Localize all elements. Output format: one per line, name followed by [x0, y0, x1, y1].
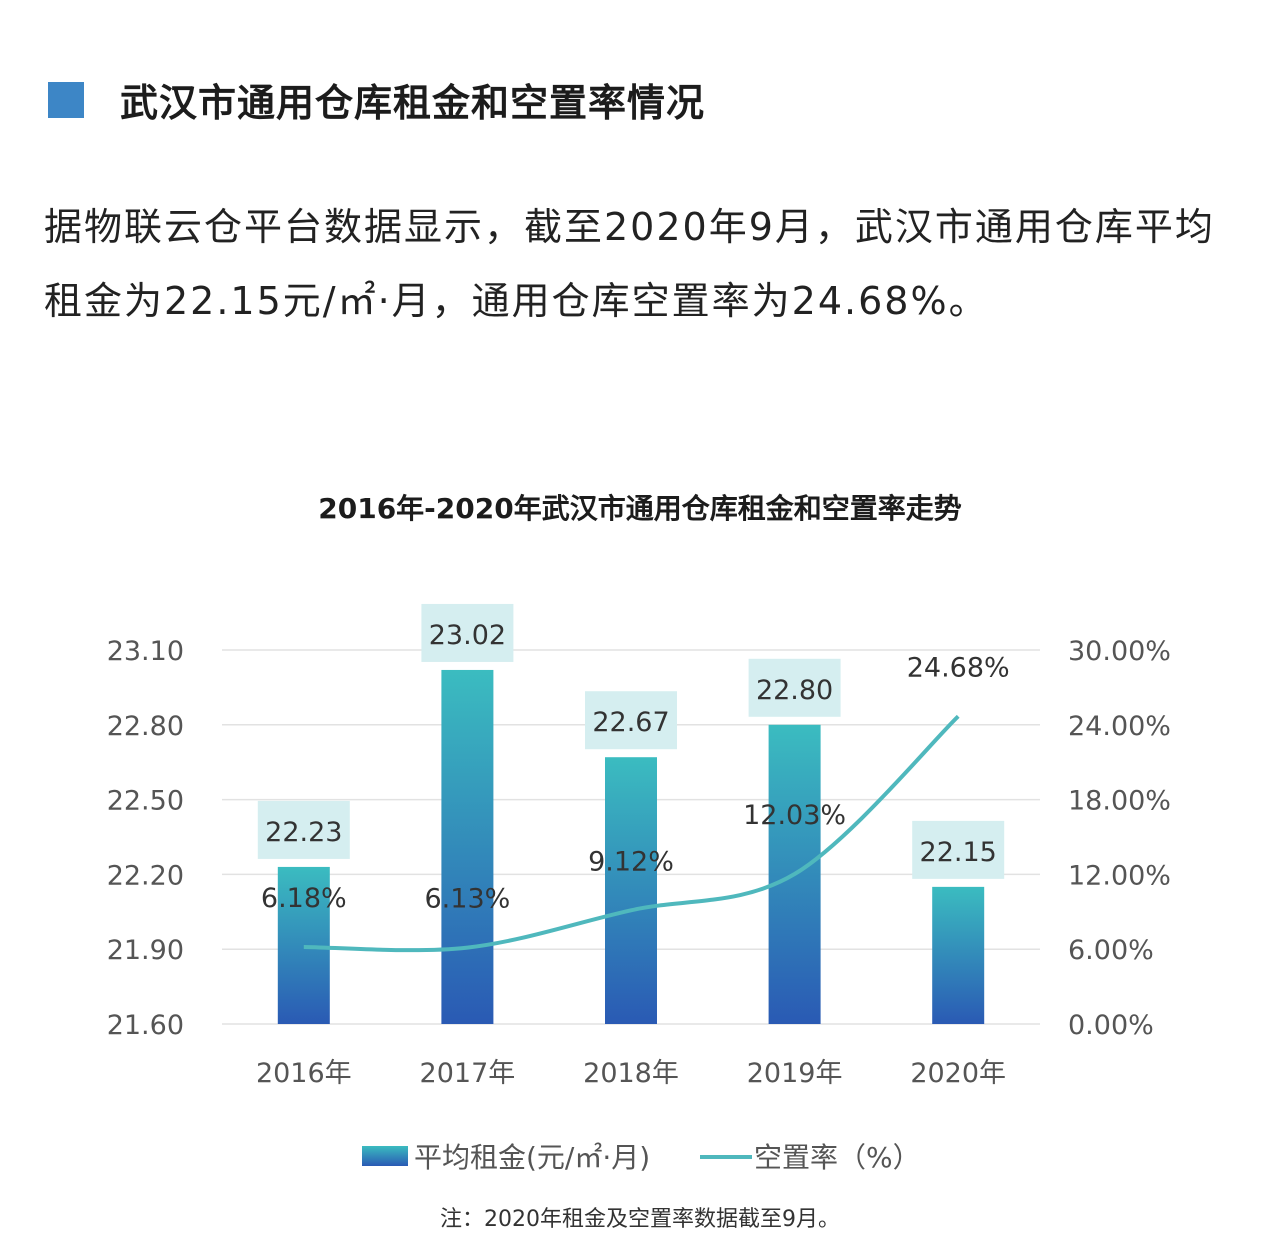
bar-value-label: 22.80: [756, 675, 833, 706]
bar-labels: 22.23 23.02 22.67 22.80 22.15: [257, 603, 1005, 879]
bar-value-label: 23.02: [429, 620, 506, 651]
left-tick-label: 22.20: [107, 860, 184, 891]
x-tick-label: 2017年: [420, 1058, 516, 1089]
left-tick-label: 23.10: [107, 636, 184, 667]
line-value-label: 24.68%: [907, 652, 1010, 683]
bar-value-label: 22.23: [265, 817, 342, 848]
right-tick-label: 6.00%: [1068, 935, 1154, 966]
x-tick-label: 2018年: [583, 1058, 679, 1089]
x-tick-label: 2020年: [910, 1058, 1006, 1089]
legend-bar-label: 平均租金(元/㎡·月): [414, 1141, 650, 1174]
section-header: 武汉市通用仓库租金和空置率情况: [48, 72, 705, 127]
left-tick-label: 21.90: [107, 935, 184, 966]
bar-label-box: [912, 820, 1005, 879]
section-marker-icon: [48, 81, 84, 118]
bar-label-box: [421, 603, 514, 662]
right-tick-label: 18.00%: [1068, 786, 1171, 817]
bar-label-box: [585, 691, 677, 750]
bar: [441, 669, 494, 1024]
line-value-label: 6.13%: [425, 884, 511, 915]
line-value-label: 9.12%: [588, 846, 674, 877]
left-tick-label: 22.80: [107, 711, 184, 742]
right-tick-label: 0.00%: [1068, 1010, 1154, 1041]
left-axis: 21.60 21.90 22.20 22.50 22.80 23.10: [107, 636, 184, 1041]
intro-paragraph: 据物联云仓平台数据显示，截至2020年9月，武汉市通用仓库平均租金为22.15元…: [44, 205, 1215, 323]
chart-note: 注：2020年租金及空置率数据截至9月。: [440, 1207, 840, 1232]
x-tick-label: 2019年: [747, 1058, 843, 1089]
bar-value-label: 22.15: [920, 837, 997, 868]
right-tick-label: 30.00%: [1068, 636, 1171, 667]
left-tick-label: 22.50: [107, 786, 184, 817]
bar-label-box: [257, 800, 350, 859]
chart-container: 2016年-2020年武汉市通用仓库租金和空置率走势 21.60 21.90 22.…: [0, 470, 1280, 1254]
bar-value-label: 22.67: [592, 707, 669, 738]
vacancy-line-path: [303, 714, 960, 953]
x-axis: 2016年 2017年 2018年 2019年 2020年: [256, 1058, 1006, 1089]
x-tick-label: 2016年: [256, 1058, 352, 1089]
right-axis: 0.00% 6.00% 12.00% 18.00% 24.00% 30.00%: [1068, 636, 1171, 1041]
vacancy-line: [303, 714, 960, 953]
rent-vacancy-chart: 2016年-2020年武汉市通用仓库租金和空置率走势 21.60 21.90 22.…: [107, 492, 1171, 1232]
line-labels: 6.18% 6.13% 9.12% 12.03% 24.68%: [261, 652, 1010, 914]
bar: [605, 757, 657, 1024]
legend-bar-swatch: [362, 1146, 408, 1166]
legend: 平均租金(元/㎡·月) 空置率（%）: [362, 1141, 921, 1174]
bar-label-box: [748, 658, 841, 717]
chart-title: 2016年-2020年武汉市通用仓库租金和空置率走势: [318, 492, 961, 525]
legend-line-label: 空置率（%）: [754, 1141, 921, 1174]
line-value-label: 6.18%: [261, 883, 347, 914]
line-value-label: 12.03%: [743, 800, 846, 831]
right-tick-label: 24.00%: [1068, 711, 1171, 742]
bar: [932, 886, 985, 1024]
section-title: 武汉市通用仓库租金和空置率情况: [120, 81, 706, 125]
right-tick-label: 12.00%: [1068, 860, 1171, 891]
left-tick-label: 21.60: [107, 1010, 184, 1041]
